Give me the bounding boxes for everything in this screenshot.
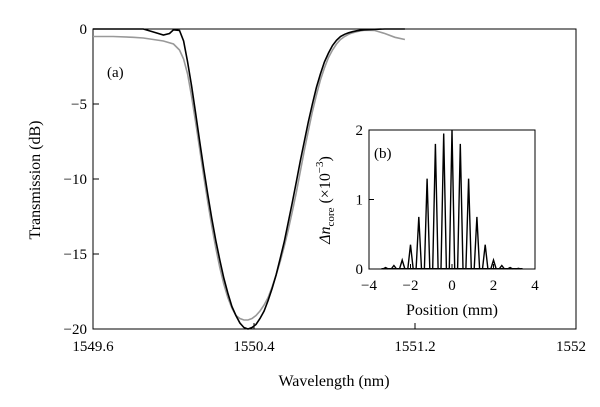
main-y-tick-label: −15 (64, 247, 87, 263)
main-x-tick-label: 1549.6 (72, 339, 114, 355)
index-spike (390, 264, 398, 270)
index-spike (440, 133, 448, 270)
main-x-tick-label: 1552 (556, 339, 586, 355)
inset-x-tick-label: −4 (361, 278, 377, 294)
inset-x-axis-label: Position (mm) (406, 302, 498, 319)
inset-panel-label: (b) (374, 146, 392, 162)
inset-y-unit-suffix: ) (317, 156, 334, 161)
inset-x-tick-label: 4 (531, 278, 539, 294)
main-x-axis-label: Wavelength (nm) (278, 373, 389, 390)
main-y-tick-label: 0 (80, 22, 88, 38)
index-spike (448, 129, 456, 270)
simulated-transmission-line (93, 28, 405, 330)
index-spike (456, 143, 464, 270)
inset-y-tick-label: 2 (356, 123, 364, 139)
main-panel-label: (a) (107, 65, 124, 81)
main-x-tick-label: 1550.4 (233, 339, 275, 355)
inset-y-tick-label: 1 (356, 193, 364, 209)
inset-y-unit-prefix: (×10 (317, 173, 334, 203)
main-x-tick-label: 1551.2 (394, 339, 435, 355)
main-y-tick-label: −20 (64, 322, 87, 338)
index-spike (465, 178, 472, 270)
inset-y-subscript: core (325, 207, 337, 226)
index-spike (498, 264, 506, 270)
inset-y-tick-label: 0 (356, 262, 364, 278)
inset-x-tick-label: −2 (403, 278, 419, 294)
index-spike (398, 257, 406, 270)
index-spike (473, 216, 481, 270)
main-y-tick-label: −5 (71, 97, 87, 113)
index-spike (423, 178, 431, 270)
inset-y-symbol: Δn (317, 226, 334, 244)
index-spike (415, 216, 423, 270)
index-spike (407, 244, 414, 270)
inset-y-unit-exponent: −3 (314, 161, 326, 173)
measured-transmission-line (93, 29, 406, 321)
transmission-plot: 0−5−10−15−20 1549.6 1550.4 1551.2 1552 (a) … (27, 22, 586, 390)
main-y-tick-label: −10 (64, 172, 87, 188)
index-profile-inset: 0 1 2 −4 −2 0 2 4 (b) Position (mm) Δncore (×10… (314, 123, 539, 319)
inset-y-axis-label: Δncore (×10−3) (314, 156, 337, 245)
inset-x-tick-label: 2 (490, 278, 498, 294)
main-y-axis-label: Transmission (dB) (27, 121, 44, 240)
index-spike (432, 143, 439, 270)
index-spike (481, 244, 489, 270)
inset-x-tick-label: 0 (448, 278, 456, 294)
index-spike (490, 257, 497, 270)
